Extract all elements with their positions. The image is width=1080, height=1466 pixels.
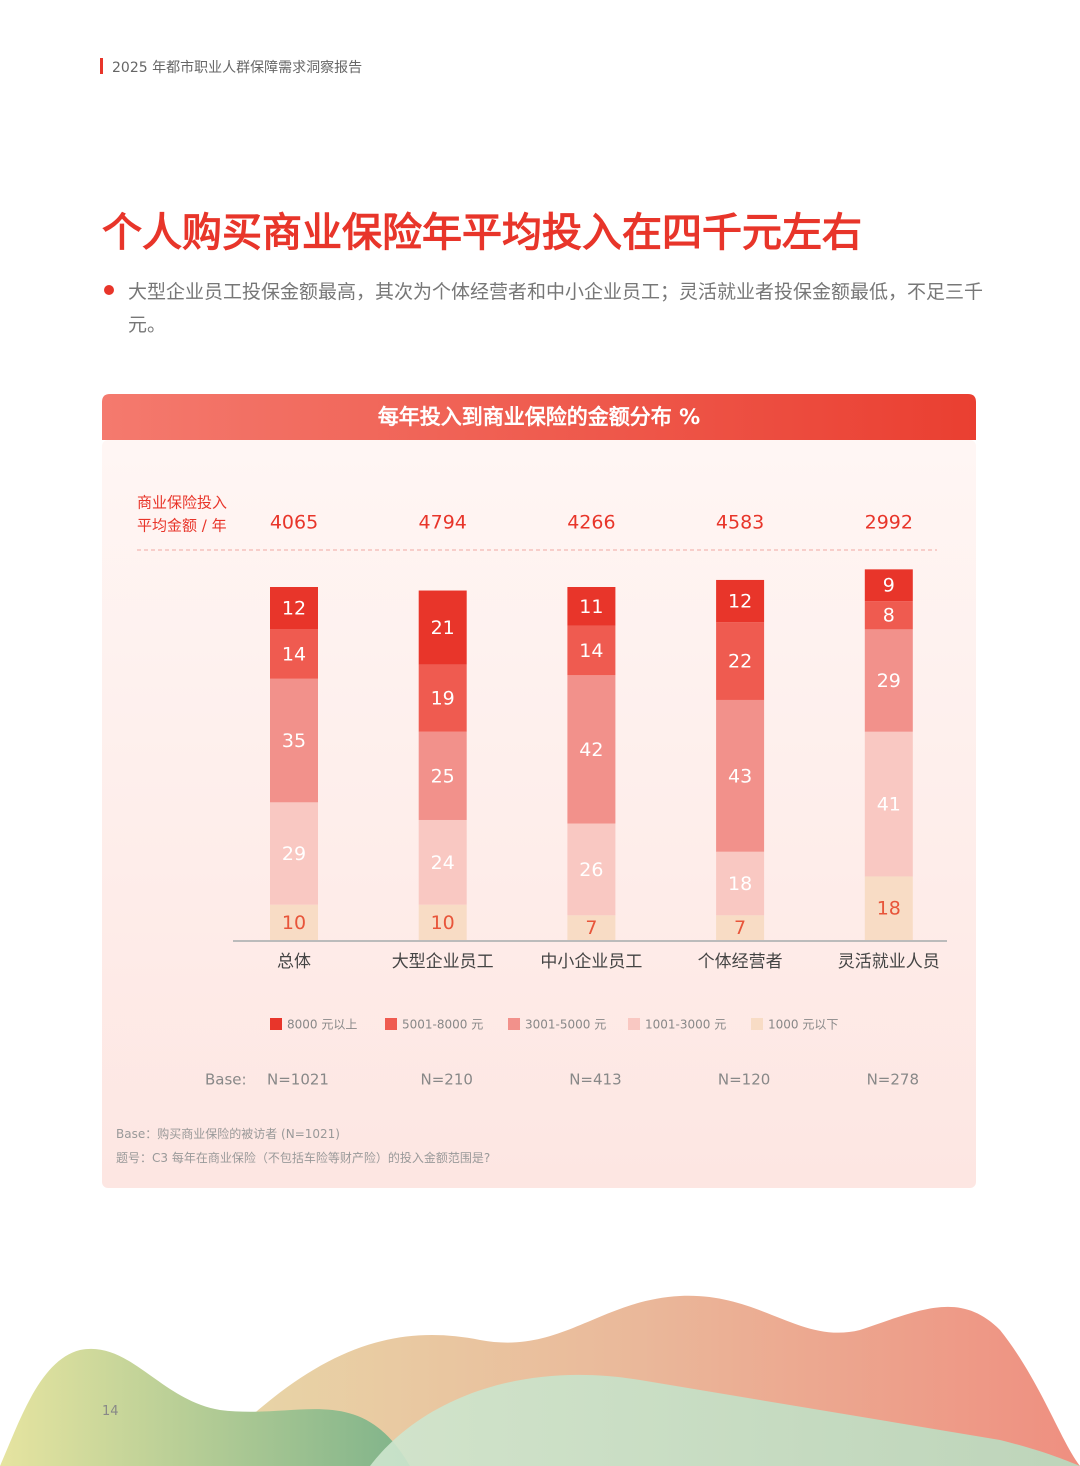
bar-segment [270,678,318,803]
bar-segment [864,601,913,630]
base-value: N=1021 [267,1071,329,1089]
segment-label: 21 [431,617,455,639]
segment-label: 14 [579,640,603,662]
base-value: N=278 [867,1071,919,1089]
note: 题号：C3 每年在商业保险（不包括车险等财产险）的投入金额范围是? [116,1151,491,1165]
legend-label: 1001-3000 元 [645,1018,726,1032]
average-value: 4266 [567,512,615,534]
legend-label: 3001-5000 元 [525,1018,606,1032]
bar-segment [864,876,913,940]
legend-label: 1000 元以下 [768,1018,838,1032]
legend-swatch [628,1018,640,1030]
mountains [0,1295,1080,1466]
bar-segment [716,915,765,940]
bar-segment [270,629,318,679]
segment-label: 12 [728,591,752,613]
bar-segment [567,915,616,940]
x-tick-label: 个体经营者 [698,952,783,972]
base-value: N=413 [569,1071,621,1089]
segment-label: 42 [579,739,603,761]
segment-label: 7 [585,917,597,939]
x-tick-label: 灵活就业人员 [838,952,940,972]
bullet-dot [104,285,114,295]
average-label: 平均金额 / 年 [137,517,227,535]
bar-segment [418,590,467,665]
legend-swatch [270,1018,282,1030]
bar-segment [567,587,616,626]
segment-label: 26 [579,859,603,881]
bar-segment [270,904,318,940]
chart-header [102,394,976,440]
page-number: 14 [102,1404,119,1419]
bar-segment [864,629,913,732]
segment-label: 22 [728,651,752,673]
base-value: N=210 [420,1071,472,1089]
x-tick-label: 大型企业员工 [392,952,494,972]
bar-segment [716,699,765,852]
bar-segment [418,904,467,940]
bar-segment [270,587,318,630]
bar-segment [864,569,913,602]
segment-label: 7 [734,917,746,939]
segment-label: 8 [883,605,895,627]
bar-segment [864,731,913,877]
bar-segment [716,579,765,623]
average-value: 4065 [270,512,318,534]
header-mark [100,58,103,74]
segment-label: 19 [431,688,455,710]
segment-label: 12 [282,598,306,620]
note: Base：购买商业保险的被访者 (N=1021) [116,1127,340,1141]
segment-label: 41 [877,794,901,816]
bar-segment [567,823,616,916]
x-tick-label: 中小企业员工 [540,952,642,972]
segment-label: 11 [579,596,603,618]
bar-segment [270,802,318,905]
page-title: 个人购买商业保险年平均投入在四千元左右 [102,210,862,256]
x-tick-label: 总体 [277,952,311,972]
average-value: 4583 [716,512,764,534]
segment-label: 29 [282,843,306,865]
bar-segment [418,731,467,820]
bar-segment [567,675,616,824]
segment-label: 18 [728,873,752,895]
segment-label: 43 [728,765,752,787]
bar-segment [567,625,616,676]
segment-label: 10 [431,912,455,934]
base-value: N=120 [718,1071,770,1089]
segment-label: 18 [877,898,901,920]
segment-label: 10 [282,912,306,934]
legend-label: 8000 元以上 [287,1018,357,1032]
legend-swatch [508,1018,520,1030]
segment-label: 9 [883,575,895,597]
average-value: 4794 [419,512,467,534]
legend-label: 5001-8000 元 [402,1018,483,1032]
average-label: 商业保险投入 [137,494,227,512]
bar-segment [716,622,765,700]
segment-label: 29 [877,670,901,692]
segment-label: 25 [431,765,455,787]
bar-segment [418,819,467,905]
base-label: Base: [205,1071,247,1089]
report-title: 2025 年都市职业人群保障需求洞察报告 [112,60,363,76]
average-value: 2992 [865,512,913,534]
legend-swatch [385,1018,397,1030]
bullet-text: 大型企业员工投保金额最高，其次为个体经营者和中小企业员工；灵活就业者投保金额最低… [128,281,984,336]
bar-segment [418,664,467,732]
segment-label: 24 [431,852,455,874]
bar-segment [716,851,765,916]
segment-label: 14 [282,644,306,666]
legend-swatch [751,1018,763,1030]
segment-label: 35 [282,730,306,752]
chart-title: 每年投入到商业保险的金额分布 % [378,405,700,429]
